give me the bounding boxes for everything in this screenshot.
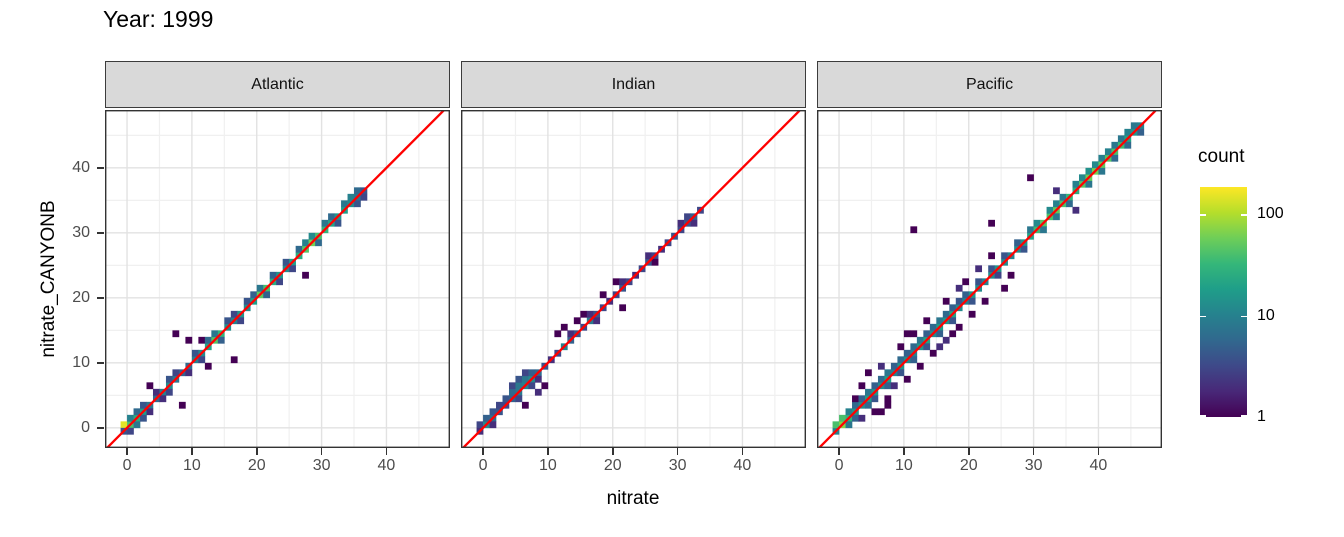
identity-line: [461, 110, 802, 448]
facet-strip-atlantic: Atlantic: [105, 61, 450, 108]
x-tick-label: 10: [538, 457, 557, 474]
facet-strip-label: Atlantic: [251, 75, 304, 93]
legend-tick-label: 10: [1257, 306, 1275, 324]
x-axis-title: nitrate: [606, 488, 660, 509]
identity-line: [105, 110, 446, 448]
x-tick-mark: [903, 448, 905, 455]
x-tick-mark: [1032, 448, 1035, 455]
x-tick-label: 40: [377, 457, 396, 474]
x-tick-label: 10: [182, 457, 201, 474]
x-tick-label: 0: [122, 457, 132, 474]
facet-panel-indian: [461, 110, 806, 448]
x-tick-mark: [191, 448, 193, 455]
gridlines: [105, 110, 450, 448]
y-tick-label: 20: [72, 288, 90, 306]
y-tick-label: 10: [72, 353, 90, 371]
y-tick-mark: [97, 167, 104, 169]
x-tick-mark: [838, 448, 840, 455]
facet-strip-label: Pacific: [965, 75, 1014, 93]
legend-tick-mark: [1241, 214, 1247, 216]
x-tick-mark: [1097, 448, 1100, 455]
legend-title: count: [1198, 146, 1245, 167]
legend-tick-mark: [1200, 214, 1206, 216]
legend-colorbar: [1200, 187, 1247, 417]
x-tick-mark: [320, 448, 323, 455]
x-tick-label: 30: [312, 457, 331, 474]
facet-panel-pacific: [817, 110, 1162, 448]
y-tick-mark: [97, 427, 104, 429]
x-tick-label: 30: [668, 457, 687, 474]
facet-strip-indian: Indian: [461, 61, 806, 108]
legend-tick-label: 100: [1257, 205, 1284, 223]
legend-tick-mark: [1241, 415, 1247, 417]
y-tick-label: 0: [81, 418, 90, 436]
x-tick-mark: [611, 448, 614, 455]
x-tick-mark: [126, 448, 128, 455]
gridlines: [461, 110, 806, 448]
x-tick-mark: [741, 448, 744, 455]
y-tick-mark: [97, 232, 104, 234]
facet-strip-pacific: Pacific: [817, 61, 1162, 108]
x-tick-mark: [676, 448, 679, 455]
legend-tick-mark: [1241, 315, 1247, 318]
x-tick-label: 10: [894, 457, 913, 474]
x-tick-mark: [967, 448, 970, 455]
panel-border: [105, 110, 450, 448]
panel-border: [461, 110, 806, 448]
x-tick-label: 40: [733, 457, 752, 474]
y-tick-label: 30: [72, 223, 90, 241]
x-tick-mark: [385, 448, 388, 455]
x-tick-label: 20: [603, 457, 622, 474]
panel-border: [817, 110, 1162, 448]
x-tick-mark: [482, 448, 484, 455]
x-tick-mark: [255, 448, 258, 455]
y-tick-mark: [97, 297, 104, 299]
x-tick-label: 20: [959, 457, 978, 474]
facet-strip-label: Indian: [611, 75, 656, 93]
legend-tick-mark: [1200, 415, 1206, 417]
legend-tick-label: 1: [1257, 408, 1266, 425]
x-tick-label: 40: [1089, 457, 1108, 474]
y-tick-mark: [97, 362, 104, 364]
x-tick-label: 0: [834, 457, 844, 474]
x-tick-label: 20: [247, 457, 266, 474]
y-tick-label: 40: [72, 158, 90, 176]
x-tick-label: 30: [1024, 457, 1043, 474]
facet-panel-atlantic: [105, 110, 450, 448]
plot-title: Year: 1999: [103, 6, 214, 32]
x-tick-label: 0: [478, 457, 488, 474]
legend-tick-mark: [1200, 315, 1206, 318]
gridlines: [817, 110, 1162, 448]
identity-line: [817, 110, 1158, 448]
x-tick-mark: [547, 448, 549, 455]
